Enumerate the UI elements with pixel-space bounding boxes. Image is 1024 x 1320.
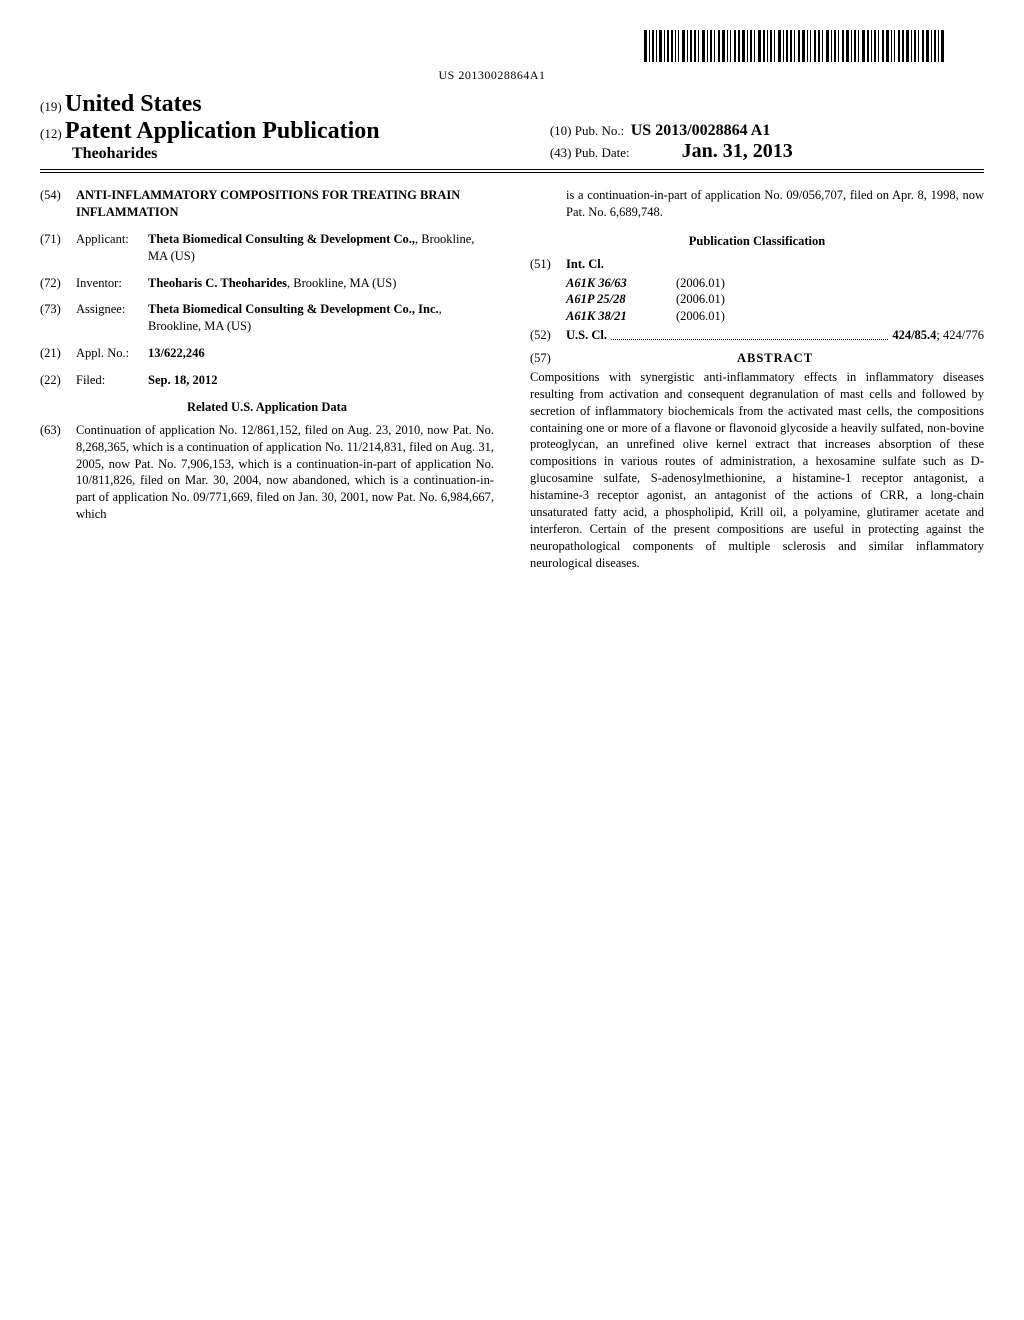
application-number: 13/622,246 [148,345,494,362]
applicant-label: Applicant: [76,231,148,265]
int-cl-row: A61K 38/21 (2006.01) [566,308,984,325]
code-57: (57) [530,350,566,367]
inventor-name: Theoharis C. Theoharides [148,276,287,290]
publication-number: US 2013/0028864 A1 [631,122,771,139]
applicant-name: Theta Biomedical Consulting & Developmen… [148,232,415,246]
field-applicant: (71) Applicant: Theta Biomedical Consult… [40,231,494,265]
body-columns: (54) ANTI-INFLAMMATORY COMPOSITIONS FOR … [40,187,984,571]
code-51: (51) [530,256,566,273]
appl-no-label: Appl. No.: [76,345,148,362]
code-10: (10) [550,123,572,138]
field-us-cl: (52) U.S. Cl. 424/85.4; 424/776 [530,327,984,344]
int-cl-code: A61K 38/21 [566,308,676,325]
inventor-location: , Brookline, MA (US) [287,276,396,290]
field-int-cl: (51) Int. Cl. [530,256,984,273]
barcode-region: US 20130028864A1 [40,30,944,83]
leader-dots [611,327,888,340]
int-cl-label: Int. Cl. [566,256,984,273]
code-63: (63) [40,422,76,523]
country: United States [65,91,202,117]
header: (19) United States (12) Patent Applicati… [40,91,984,163]
code-52: (52) [530,327,566,344]
field-abstract-header: (57) ABSTRACT [530,350,984,367]
int-cl-code: A61P 25/28 [566,291,676,308]
publication-type: Patent Application Publication [65,118,380,144]
int-cl-row: A61K 36/63 (2006.01) [566,275,984,292]
author-surname: Theoharides [40,145,520,163]
code-43: (43) [550,145,572,160]
abstract-text: Compositions with synergistic anti-infla… [530,369,984,572]
code-72: (72) [40,275,76,292]
int-cl-row: A61P 25/28 (2006.01) [566,291,984,308]
right-column: is a continuation-in-part of application… [530,187,984,571]
field-title: (54) ANTI-INFLAMMATORY COMPOSITIONS FOR … [40,187,494,221]
barcode-icon [644,30,944,62]
field-inventor: (72) Inventor: Theoharis C. Theoharides,… [40,275,494,292]
invention-title: ANTI-INFLAMMATORY COMPOSITIONS FOR TREAT… [76,187,494,221]
assignee-name: Theta Biomedical Consulting & Developmen… [148,302,439,316]
continuation-text-2: is a continuation-in-part of application… [530,187,984,221]
code-73: (73) [40,301,76,335]
code-71: (71) [40,231,76,265]
code-19: (19) [40,99,62,114]
pub-date-label: Pub. Date: [575,145,630,160]
barcode-text: US 20130028864A1 [40,68,944,83]
int-cl-version: (2006.01) [676,291,766,308]
inventor-label: Inventor: [76,275,148,292]
filed-label: Filed: [76,372,148,389]
int-cl-code: A61K 36/63 [566,275,676,292]
field-continuation: (63) Continuation of application No. 12/… [40,422,494,523]
int-cl-list: A61K 36/63 (2006.01) A61P 25/28 (2006.01… [530,275,984,326]
code-21: (21) [40,345,76,362]
us-cl-primary: 424/85.4 [892,328,936,342]
us-cl-label: U.S. Cl. [566,327,607,344]
filed-date: Sep. 18, 2012 [148,372,494,389]
int-cl-version: (2006.01) [676,275,766,292]
left-column: (54) ANTI-INFLAMMATORY COMPOSITIONS FOR … [40,187,494,571]
publication-date: Jan. 31, 2013 [682,140,793,162]
pub-classification-title: Publication Classification [530,233,984,250]
related-data-title: Related U.S. Application Data [40,399,494,416]
field-appl-no: (21) Appl. No.: 13/622,246 [40,345,494,362]
field-assignee: (73) Assignee: Theta Biomedical Consulti… [40,301,494,335]
field-filed: (22) Filed: Sep. 18, 2012 [40,372,494,389]
continuation-text: Continuation of application No. 12/861,1… [76,422,494,523]
us-cl-secondary: ; 424/776 [936,328,984,342]
int-cl-version: (2006.01) [676,308,766,325]
code-12: (12) [40,126,62,141]
header-divider [40,169,984,173]
pub-no-label: Pub. No.: [575,123,624,138]
code-22: (22) [40,372,76,389]
code-54: (54) [40,187,76,221]
abstract-title: ABSTRACT [566,350,984,367]
assignee-label: Assignee: [76,301,148,335]
